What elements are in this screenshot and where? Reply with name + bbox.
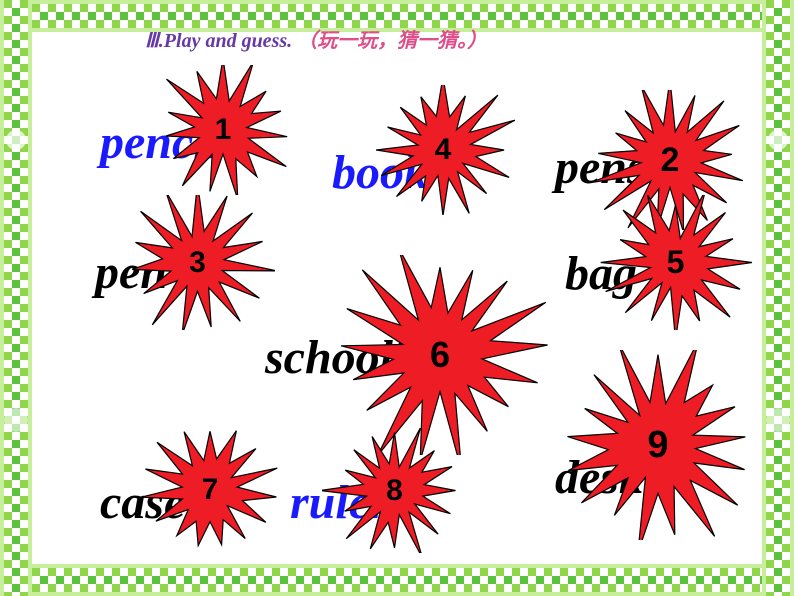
starburst-number: 7 [135,425,285,555]
title-prefix: Ⅲ.Play and guess. [145,30,292,52]
title-suffix: （玩一玩，猜一猜。） [297,30,487,52]
starburst[interactable]: 5 [598,195,753,330]
starburst[interactable]: 1 [148,65,298,195]
starburst-number: 3 [120,195,275,330]
starburst-number: 8 [322,428,467,553]
starburst-number: 5 [598,195,753,330]
starburst-number: 6 [310,255,570,455]
starburst[interactable]: 7 [135,425,285,555]
starburst-number: 4 [368,85,518,215]
starburst[interactable]: 3 [120,195,275,330]
starburst[interactable]: 4 [368,85,518,215]
border-bottom [0,564,794,596]
border-right [762,0,794,596]
starburst-number: 1 [148,65,298,195]
border-left [0,0,32,596]
starburst[interactable]: 6 [310,255,570,455]
starburst[interactable]: 8 [322,428,467,553]
starburst[interactable]: 9 [553,350,763,540]
page-title: Ⅲ.Play and guess. （玩一玩，猜一猜。） [145,24,487,53]
starburst-number: 9 [553,350,763,540]
